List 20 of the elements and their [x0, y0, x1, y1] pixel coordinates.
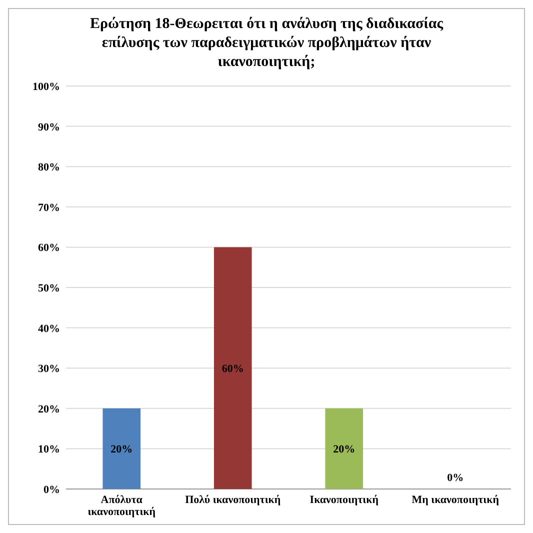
y-tick-label: 20% [38, 403, 60, 416]
data-label: 20% [110, 444, 133, 456]
y-tick-label: 60% [38, 242, 60, 254]
x-tick-label: Απόλυτα ικανοποιητική [88, 494, 156, 518]
data-label: 0% [447, 472, 464, 484]
y-tick-label: 100% [32, 81, 60, 93]
y-tick-label: 10% [38, 444, 60, 456]
y-tick-label: 90% [38, 121, 60, 134]
x-tick-label: Πολύ ικανοποιητική [185, 494, 281, 506]
y-tick-label: 50% [38, 282, 60, 294]
x-tick-label: Μη ικανοποιητική [412, 494, 499, 506]
data-label: 60% [222, 363, 244, 376]
y-tick-label: 0% [44, 484, 60, 496]
chart-title: Ερώτηση 18-Θεωρειται ότι η ανάλυση της διαδικασίας επίλυσης των παραδειγματικών προβλημάτων ήταν ικανοποιητική; [90, 16, 444, 70]
y-tick-label: 70% [38, 202, 60, 214]
x-tick-label: Ικανοποιητική [310, 494, 378, 506]
y-tick-label: 40% [38, 322, 60, 335]
y-tick-label: 30% [38, 363, 60, 376]
data-label: 20% [333, 444, 356, 456]
y-tick-label: 80% [38, 162, 60, 174]
